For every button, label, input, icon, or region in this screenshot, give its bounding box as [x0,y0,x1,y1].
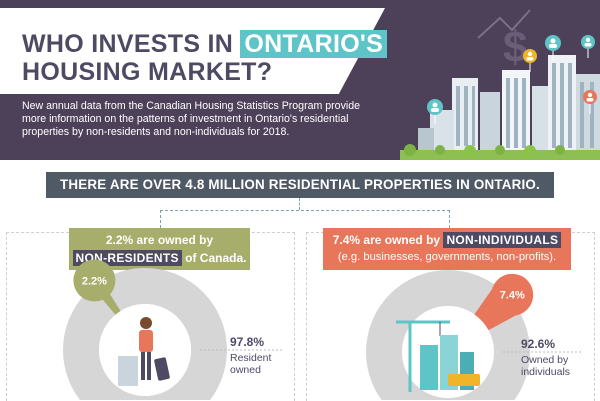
title-highlight: ONTARIO'S [240,30,388,58]
right-slice-value: 7.4% [500,290,525,302]
city-skyline-illustration: $ [400,9,600,160]
title-line2: HOUSING MARKET? [22,58,273,86]
connector-line [160,210,450,211]
non-residents-label-box: 2.2% are owned by NON-RESIDENTS of Canad… [69,228,250,270]
non-individuals-tag: NON-INDIVIDUALS [443,232,562,248]
dollar-sign-icon: $ [503,23,527,72]
person-pin-icon [581,35,595,58]
person-pin-icon [523,49,537,72]
page-title: WHO INVESTS IN ONTARIO'S HOUSING MARKET? [22,30,388,86]
individuals-owned-value: 92.6% [521,337,556,351]
individuals-owned-label: Owned by individuals [521,354,570,378]
resident-owned-value: 97.8% [230,335,265,349]
person-pin-icon [583,90,597,114]
construction-crane-icon [396,320,480,392]
non-individuals-examples: (e.g. businesses, governments, non-profi… [337,251,557,263]
non-individuals-prefix: 7.4% are owned by [332,233,441,247]
resident-owned-label-line2: owned [230,364,261,376]
non-individuals-label-box: 7.4% are owned by NON-INDIVIDUALS (e.g. … [323,228,571,270]
left-slice-value: 2.2% [82,275,107,287]
non-residents-headline: 2.2% are owned by [105,233,214,247]
building-windows [456,63,594,148]
traveller-with-luggage-icon [118,317,170,386]
banner-text: THERE ARE OVER 4.8 MILLION RESIDENTIAL P… [60,177,540,192]
non-residents-suffix: of Canada. [185,251,247,265]
resident-owned-label-line1: Resident [230,352,272,364]
header-banner: WHO INVESTS IN ONTARIO'S HOUSING MARKET?… [0,0,600,160]
non-individuals-headline: 7.4% are owned by NON-INDIVIDUALS [323,232,571,248]
intro-text: New annual data from the Canadian Housin… [22,100,361,138]
rising-arrow-icon [477,9,531,39]
total-properties-banner: THERE ARE OVER 4.8 MILLION RESIDENTIAL P… [46,172,554,198]
connector-line [449,210,450,228]
person-pin-icon [545,35,561,60]
title-line1: WHO INVESTS IN [22,30,234,58]
connector-line [160,210,161,228]
resident-owned-label: Resident owned [230,352,271,376]
right-slice-bubble [491,273,534,316]
connector-line [299,198,300,210]
individuals-owned-label-line1: Owned by [521,354,569,366]
individuals-owned-label-line2: individuals [521,366,571,378]
left-slice-bubble [73,259,116,302]
person-pin-icon [427,99,443,124]
